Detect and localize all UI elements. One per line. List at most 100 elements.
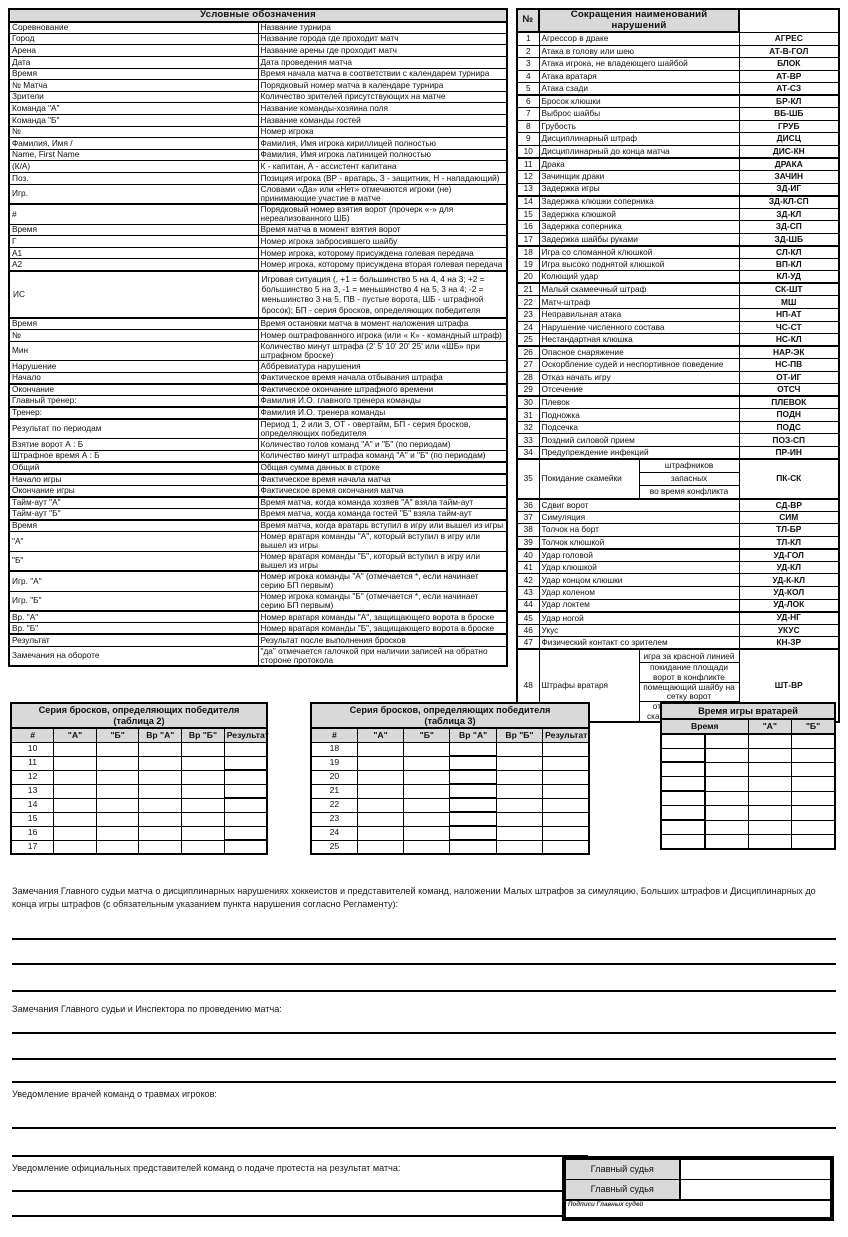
- shootout-3-cell[interactable]: [449, 811, 497, 828]
- goalie-time-cell[interactable]: [791, 790, 836, 807]
- shootout-2-cell[interactable]: [223, 783, 268, 800]
- signature-field-1[interactable]: [679, 1159, 831, 1180]
- shootout-3-cell[interactable]: [449, 783, 497, 800]
- shootout-3-cell[interactable]: [403, 783, 451, 799]
- signature-field-2[interactable]: [679, 1179, 831, 1200]
- goalie-time-cell[interactable]: [704, 790, 749, 807]
- shootout-3-cell[interactable]: [495, 755, 544, 771]
- shootout-2-cell[interactable]: [95, 811, 140, 827]
- shootout-3-cell[interactable]: [449, 741, 497, 758]
- goalie-time-cell[interactable]: [660, 790, 706, 807]
- shootout-2-cell[interactable]: [223, 769, 268, 785]
- shootout-3-cell[interactable]: [403, 797, 451, 813]
- shootout-3-cell[interactable]: [403, 755, 451, 771]
- shootout-2-cell[interactable]: [95, 825, 140, 841]
- shootout-3-cell[interactable]: [542, 811, 590, 827]
- goalie-time-cell[interactable]: [704, 761, 749, 778]
- goalie-time-cell[interactable]: [704, 776, 749, 792]
- goalie-time-cell[interactable]: [747, 733, 792, 749]
- shootout-2-cell[interactable]: [95, 769, 140, 785]
- shootout-2-cell[interactable]: [138, 783, 183, 799]
- goalie-time-cell[interactable]: [704, 805, 749, 821]
- shootout-2-cell[interactable]: [138, 811, 183, 827]
- shootout-3-cell[interactable]: [403, 811, 451, 827]
- shootout-3-cell[interactable]: [495, 825, 544, 841]
- shootout-2-cell[interactable]: [223, 825, 268, 842]
- shootout-3-cell[interactable]: [356, 783, 405, 799]
- shootout-3-cell[interactable]: [542, 783, 590, 799]
- shootout-3-cell[interactable]: [403, 769, 451, 785]
- shootout-2-cell[interactable]: [95, 755, 140, 771]
- shootout-3-cell[interactable]: [542, 797, 590, 813]
- shootout-2-cell[interactable]: [53, 783, 97, 799]
- shootout-2-cell[interactable]: [53, 797, 97, 813]
- shootout-2-cell[interactable]: [223, 797, 268, 813]
- shootout-2-cell[interactable]: [95, 783, 140, 799]
- shootout-3-cell[interactable]: [356, 741, 405, 757]
- shootout-2-cell[interactable]: [138, 797, 183, 813]
- shootout-3-cell[interactable]: [495, 839, 544, 855]
- shootout-2-cell[interactable]: [223, 741, 268, 757]
- goalie-time-cell[interactable]: [791, 833, 836, 850]
- goalie-time-cell[interactable]: [791, 761, 836, 778]
- goalie-time-cell[interactable]: [747, 776, 792, 792]
- shootout-2-cell[interactable]: [223, 839, 268, 855]
- goalie-time-cell[interactable]: [791, 747, 836, 763]
- shootout-2-cell[interactable]: [95, 839, 140, 855]
- goalie-time-cell[interactable]: [704, 733, 749, 749]
- goalie-time-cell[interactable]: [747, 761, 792, 778]
- shootout-3-cell[interactable]: [449, 839, 497, 856]
- goalie-time-cell[interactable]: [704, 747, 749, 763]
- shootout-2-cell[interactable]: [181, 755, 225, 771]
- shootout-2-cell[interactable]: [138, 755, 183, 771]
- shootout-2-cell[interactable]: [53, 741, 97, 757]
- shootout-2-cell[interactable]: [138, 825, 183, 841]
- shootout-2-cell[interactable]: [53, 769, 97, 785]
- shootout-2-cell[interactable]: [223, 755, 268, 772]
- shootout-3-cell[interactable]: [356, 797, 405, 813]
- shootout-3-cell[interactable]: [542, 825, 590, 841]
- shootout-2-cell[interactable]: [181, 769, 225, 785]
- shootout-2-cell[interactable]: [181, 811, 225, 827]
- goalie-time-cell[interactable]: [660, 761, 706, 778]
- shootout-3-cell[interactable]: [449, 769, 497, 786]
- shootout-3-cell[interactable]: [403, 741, 451, 757]
- shootout-3-cell[interactable]: [449, 825, 497, 842]
- shootout-3-cell[interactable]: [403, 839, 451, 855]
- shootout-3-cell[interactable]: [356, 755, 405, 771]
- goalie-time-cell[interactable]: [704, 833, 749, 850]
- shootout-3-cell[interactable]: [449, 755, 497, 772]
- goalie-time-cell[interactable]: [660, 805, 706, 822]
- shootout-2-cell[interactable]: [53, 839, 97, 855]
- goalie-time-cell[interactable]: [704, 819, 749, 835]
- shootout-3-cell[interactable]: [403, 825, 451, 841]
- shootout-3-cell[interactable]: [356, 825, 405, 841]
- goalie-time-cell[interactable]: [791, 733, 836, 749]
- shootout-2-cell[interactable]: [181, 825, 225, 841]
- shootout-2-cell[interactable]: [181, 839, 225, 855]
- shootout-3-cell[interactable]: [495, 797, 544, 813]
- goalie-time-cell[interactable]: [747, 819, 792, 835]
- shootout-3-cell[interactable]: [449, 797, 497, 814]
- shootout-3-cell[interactable]: [495, 769, 544, 785]
- shootout-3-cell[interactable]: [542, 741, 590, 757]
- goalie-time-cell[interactable]: [791, 819, 836, 835]
- goalie-time-cell[interactable]: [747, 747, 792, 763]
- shootout-3-cell[interactable]: [542, 755, 590, 771]
- shootout-2-cell[interactable]: [138, 769, 183, 785]
- goalie-time-cell[interactable]: [791, 776, 836, 792]
- shootout-2-cell[interactable]: [181, 741, 225, 757]
- shootout-2-cell[interactable]: [138, 741, 183, 757]
- shootout-3-cell[interactable]: [495, 811, 544, 827]
- shootout-2-cell[interactable]: [138, 839, 183, 855]
- goalie-time-cell[interactable]: [791, 805, 836, 821]
- goalie-time-cell[interactable]: [660, 833, 706, 850]
- shootout-2-cell[interactable]: [53, 811, 97, 827]
- shootout-3-cell[interactable]: [542, 839, 590, 855]
- shootout-3-cell[interactable]: [356, 839, 405, 855]
- goalie-time-cell[interactable]: [747, 833, 792, 850]
- shootout-2-cell[interactable]: [95, 797, 140, 813]
- shootout-3-cell[interactable]: [495, 783, 544, 799]
- goalie-time-cell[interactable]: [660, 776, 706, 793]
- shootout-2-cell[interactable]: [53, 825, 97, 841]
